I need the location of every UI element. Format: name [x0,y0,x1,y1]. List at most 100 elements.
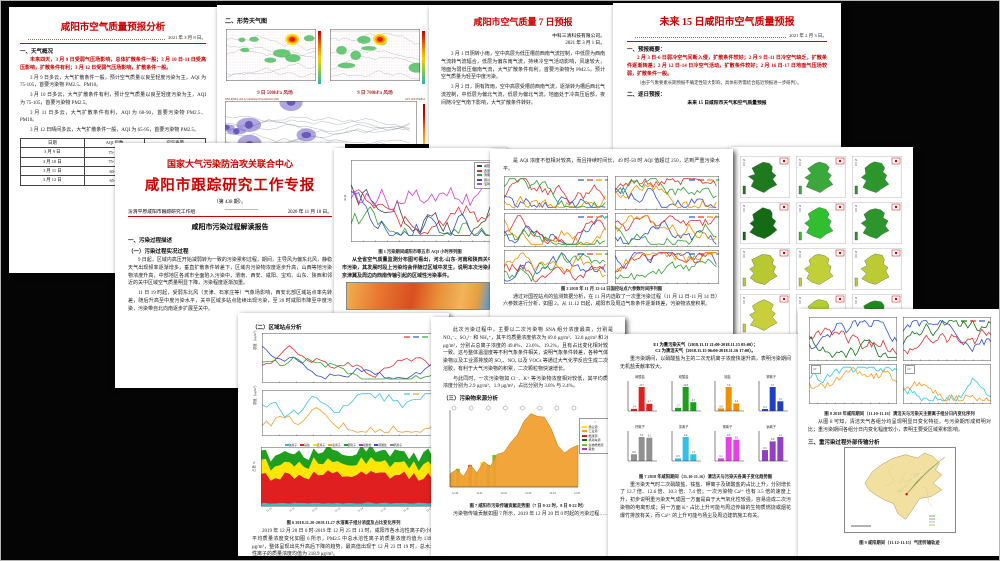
weather-map [225,29,316,81]
svg-text:3.2: 3.2 [640,433,644,436]
svg-text:4.6: 4.6 [684,433,688,436]
svg-text:12.8: 12.8 [683,383,688,386]
section-heading: （三）污染物来源分析 [443,396,499,402]
bar-chart-cell: 钾离子 0.3 3.7 1.5 [752,374,790,422]
page-ion-bars[interactable]: E1 为重污染天气（2018.11.11 21:00-2018.11.15 05… [608,334,803,556]
page-six-parameters[interactable]: 是 AQI 浓度不但相对较高，而且持续时间长，49 时-50 时 AQI 值超过… [490,149,733,337]
mslp-precip-map: MSLP(hPa) and Accumulated Precipitation … [217,93,425,144]
diurnal-chart [808,317,897,361]
bar-chart: 0.1 0.9 0.8 [715,430,745,461]
ion-bar-grid: 硝酸盐 1.4 15.7 4.7 硫酸盐 1.7 12.8 4.7 铵盐 0.8 7.6 2.4 … [620,374,791,472]
figure-caption: 图 7 咸阳市污染传输贡献走势图（7 日 8-22 时，8 日 8-22 时） [469,503,587,508]
date-text: 2021 年 3 月 8 日。 [168,35,206,40]
cl-chart-left: Cl⁻ [808,364,897,409]
svg-text:12-25: 12-25 [574,492,581,495]
stacked-area-chart: 11-20 11-21 11-22 11-23 11-24 11-25 11-26 11-27 [260,444,433,513]
section-heading: 二、形势天气图 [225,19,268,25]
wind-field-map-500hpa [225,29,321,86]
page-transport-analysis[interactable]: Cl⁻ Cl⁻ 图 8 2018 年咸阳期间（11.10-11.16）清洁天与污… [798,309,999,556]
svg-text:3.1: 3.1 [648,434,652,437]
episode-c2-line: C2 为清洁天气（2018.11.15 06:00-2018.11.16 17:… [655,348,756,353]
svg-text:3.7: 3.7 [771,383,775,386]
y-axis-label: AQI [343,194,347,201]
svg-text:N: N [855,204,858,208]
section-heading: 一、预报概要： [627,47,666,53]
source-contribution-chart: 12-20 12-21 12-22 12-23 12-24 12-25 ☼ 扬尘源 工业源… [444,404,612,501]
svg-text:N: N [855,158,858,162]
svg-text:0.8: 0.8 [720,405,724,408]
page-seven-day-forecast[interactable]: 咸阳市空气质量 7 日预报 中科三清科技有限公司。 2021 年 3 月 1 日… [429,5,617,150]
sub-heading: （一）污染过程实况过程 [128,249,189,255]
date-line: 2021 年 3 月 8 日。 [20,35,206,41]
ion-concentration-chart-2: 浓度（μg/m³） [253,383,434,441]
svg-text:0.1: 0.1 [720,455,724,458]
cl-label: Cl⁻ [904,365,915,374]
paragraph: 3 月 1 日阴转小雨，空中高层为低压槽前西南气流控制，中低层为西南气流转气流辐… [441,52,605,81]
dash-filler: ——————— [224,208,259,213]
stacked-source-chart: 12-20 12-21 12-22 12-23 12-24 12-25 [449,404,581,495]
red-rule [627,41,827,42]
paragraph: 2019 年 12 月 20 日 0 时-2019 年 12 月 25 日 13… [252,529,435,556]
svg-text:4.7: 4.7 [648,400,652,403]
dotted-leader [28,36,166,40]
bar-chart: 0.5 0.9 1.1 [758,430,789,461]
trajectory-map [843,446,956,533]
figure-caption: 图 9 咸阳期间（11.12-11.15）气团传输轨迹 [859,539,940,545]
svg-text:11-23: 11-23 [334,507,341,513]
colorbar [422,104,425,144]
bar-chart-cell: 氯离子 0.5 4.6 1.3 [665,424,703,472]
report-title: 咸阳市跟踪研究工作专报 [144,178,316,194]
paragraph: 3 月 12 日晴间多云，大气扩散条件一般，AQI 为 65-95，首要污染物 … [30,128,200,133]
page-report-cover[interactable]: 国家大气污染防治攻关联合中心 咸阳市跟踪研究工作专报 （第 438 期）。 汾渭… [115,143,345,388]
svg-text:N: N [743,158,746,162]
paragraph: 3 月 10 日多云，大气扩散条件有利，预计空气质量以良至轻度污染为主，AQI … [20,93,206,106]
ion-fraction-stacked-chart: 钠离子 铵盐 镁离子 氯离子 钾离子 硫酸盐 硝酸盐 钙离子 占比 % 11-2… [251,443,435,518]
region-map: N [796,156,846,198]
org-title: 国家大气污染防治攻关联合中心 [166,159,293,169]
line-chart [350,160,498,242]
report-subtitle: 咸阳市污染过程解读报告 [191,223,269,231]
svg-text:N: N [743,250,746,254]
region-map: N [740,294,791,336]
page-title: 咸阳市空气质量 7 日预报 [473,17,573,27]
paragraph: 3 月 9 日多云，大气扩散条件一般，预计空气质量以良至轻度污染为主，AQI 为… [20,75,206,89]
page-title: 咸阳市空气质量预报分析 [60,23,166,33]
svg-text:4.7: 4.7 [691,398,695,401]
weather-map [329,29,425,81]
colorbar [318,31,321,84]
map-caption-left: 9 日 500hPa 风场 [257,91,293,96]
bar-chart-cell: 铵盐 0.8 7.6 2.4 [708,374,746,422]
svg-text:11-25: 11-25 [380,507,387,513]
paragraph: 重污染期间，以硝酸盐为主的二次无机离子浓度快速升高，表明污染期间无机盐贡献率较大… [620,357,791,370]
wind-field-map-700hpa [329,29,425,86]
page-regional-analysis[interactable]: （二）区域站点分析 浓度（μg/m³） 浓度（μg/m³） 钠离子 铵盐 镁离子… [238,313,449,556]
svg-text:11-20: 11-20 [265,507,272,513]
region-map: N [851,248,902,290]
figure-caption: 图 7 2018 年咸阳期间（11.10-11.16）清洁天与污染天各离子变化趋… [638,473,773,479]
bar-chart: 0.9 3.2 3.1 [627,430,657,461]
page-weather-charts[interactable]: 二、形势天气图 9 日 500hPa 风场 9 日 700hPa 风场 MSLP… [217,5,433,144]
page-fifteen-day-forecast[interactable]: 未来 15 日咸阳市空气质量预报 2021 年 2 月 3 日。 一、预报概要：… [613,3,841,150]
stack-legend: 钠离子 铵盐 镁离子 氯离子 钾离子 硫酸盐 硝酸盐 钙离子 [253,443,435,447]
y-axis-label: 占比 % [251,461,256,472]
page-report-fig1[interactable]: AQI 咸阳 西安 渭南 铜川 宝鸡 图 1 污染期间咸阳市等五市 AQI 小时… [334,148,506,324]
svg-text:0.3: 0.3 [764,405,768,408]
page-green-maps[interactable]: N N N N N N N N N N N N [729,147,913,339]
paragraph: 污染物传输贡献如图 7 所示，2019 年 12 月 20 日 0 时起的污染过… [453,512,610,518]
page-source-analysis[interactable]: 此次污染过程中，主要以二次污染物 SNA 组分浓度最高，分别是 NO₃⁻、SO₄… [431,317,625,556]
y-axis-label: 浓度（μg/m³） [252,382,257,405]
param-chart [615,212,719,247]
svg-text:2.4: 2.4 [735,400,739,403]
region-map: N [851,202,902,244]
svg-text:0.5: 0.5 [764,446,768,449]
map-title-right: GFS 2021030812 [405,98,425,101]
aqi-timeseries-chart: AQI 咸阳 西安 渭南 铜川 宝鸡 [343,160,498,247]
svg-text:1.4: 1.4 [632,405,636,408]
svg-text:N: N [855,250,858,254]
svg-text:1.3: 1.3 [691,451,695,454]
param-chart [615,249,719,284]
svg-text:11-24: 11-24 [357,507,364,513]
figure-caption: 图 6 2018.11.20-2018.11.27 水溶离子组分浓度及占比变化序… [286,520,401,525]
paragraph: 此次污染过程中，主要以二次污染物 SNA 组分浓度最高，分别是 NO₃⁻、SO₄… [443,328,614,372]
